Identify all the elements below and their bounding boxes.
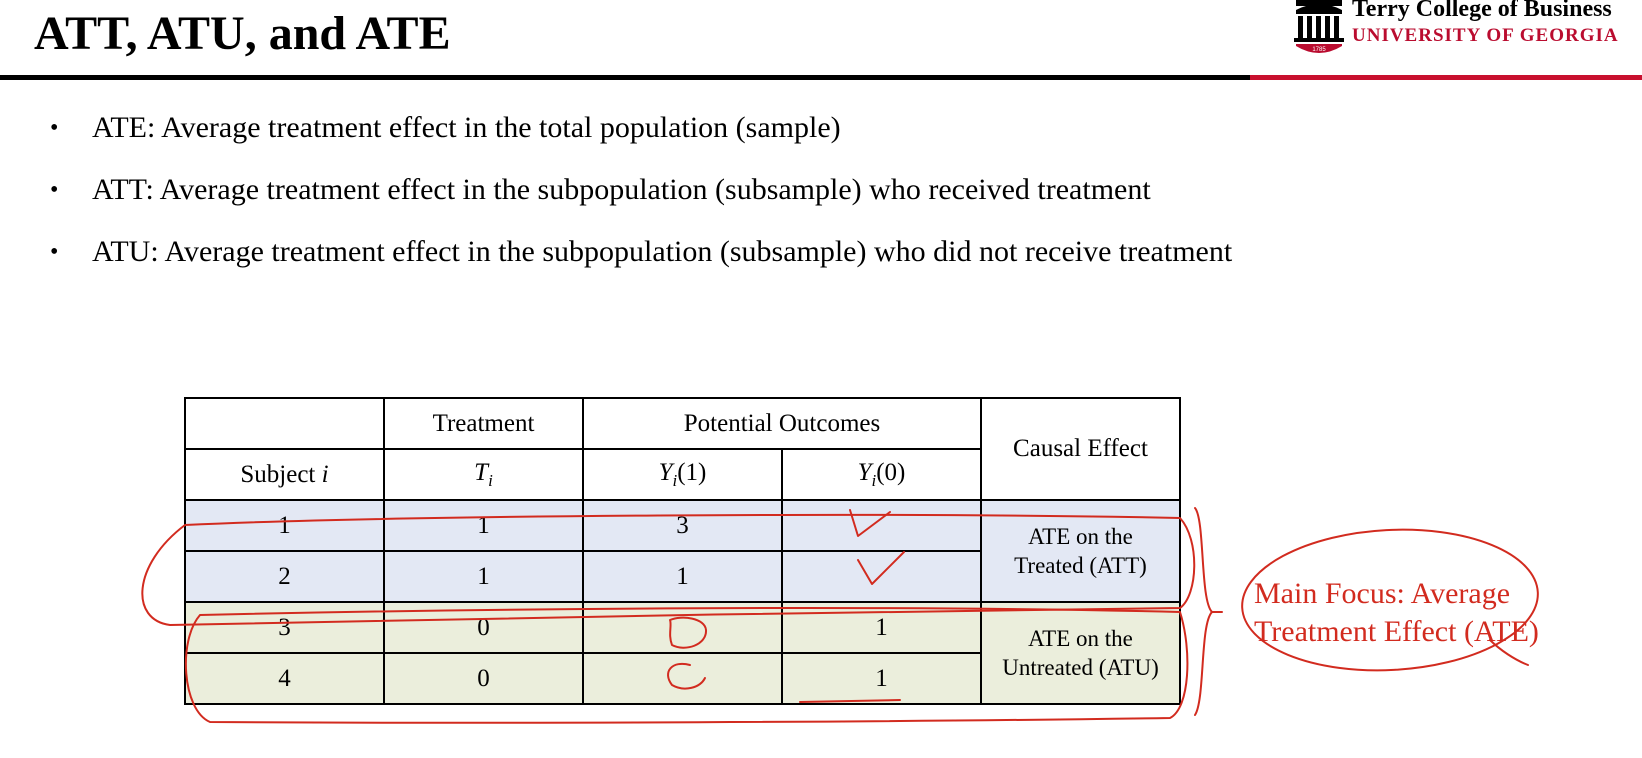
logo-line-terry: Terry College of Business [1352, 0, 1612, 22]
arch-icon: 1785 [1294, 0, 1344, 53]
cell-treatment: 1 [383, 499, 584, 552]
bullet-atu: • ATU: Average treatment effect in the su… [50, 235, 1233, 268]
header-blank [184, 397, 385, 450]
cell-y1 [582, 652, 783, 705]
subheader-y1: Yi(1) [582, 448, 783, 501]
slide-title: ATT, ATU, and ATE [34, 7, 451, 60]
cell-treatment: 0 [383, 652, 584, 705]
svg-text:1785: 1785 [1312, 47, 1326, 53]
cell-subject: 4 [184, 652, 385, 705]
cell-y1 [582, 601, 783, 654]
cell-subject: 3 [184, 601, 385, 654]
bullet-dot-icon: • [50, 115, 59, 141]
bullet-dot-icon: • [50, 239, 59, 265]
logo-line-uga: UNIVERSITY OF GEORGIA [1352, 25, 1619, 46]
header-causal-effect: Causal Effect [980, 397, 1181, 501]
cell-y1: 3 [582, 499, 783, 552]
cell-y0 [781, 499, 982, 552]
main-focus-note: Main Focus: Average Treatment Effect (AT… [1254, 577, 1539, 648]
cell-y1: 1 [582, 550, 783, 603]
cell-y0: 1 [781, 652, 982, 705]
university-logo: 1785 Terry College of Business UNIVERSIT… [1292, 0, 1642, 60]
potential-outcomes-table: Treatment Potential Outcomes Causal Effe… [184, 397, 1181, 705]
bullet-dot-icon: • [50, 177, 59, 203]
cell-subject: 1 [184, 499, 385, 552]
cell-subject: 2 [184, 550, 385, 603]
table-row: 1 1 3 ATE on the Treated (ATT) [184, 499, 1181, 603]
cell-treatment: 1 [383, 550, 584, 603]
title-rule-red [1250, 75, 1642, 80]
header-treatment: Treatment [383, 397, 584, 450]
cell-y0: 1 [781, 601, 982, 654]
header-potential-outcomes: Potential Outcomes [582, 397, 982, 450]
definition-list: • ATE: Average treatment effect in the to… [50, 110, 1232, 296]
subheader-y0: Yi(0) [781, 448, 982, 501]
bullet-ate: • ATE: Average treatment effect in the to… [50, 111, 841, 144]
cell-y0 [781, 550, 982, 603]
subheader-t: Ti [383, 448, 584, 501]
subheader-subject: Subject i [184, 448, 385, 501]
table-row: 3 0 1 ATE on the Untreated (ATU) [184, 601, 1181, 705]
bullet-att: • ATT: Average treatment effect in the su… [50, 173, 1151, 206]
cell-att: ATE on the Treated (ATT) [980, 499, 1181, 603]
title-rule-black [0, 75, 1250, 80]
cell-atu: ATE on the Untreated (ATU) [980, 601, 1181, 705]
ink-brace [1194, 507, 1213, 716]
cell-treatment: 0 [383, 601, 584, 654]
